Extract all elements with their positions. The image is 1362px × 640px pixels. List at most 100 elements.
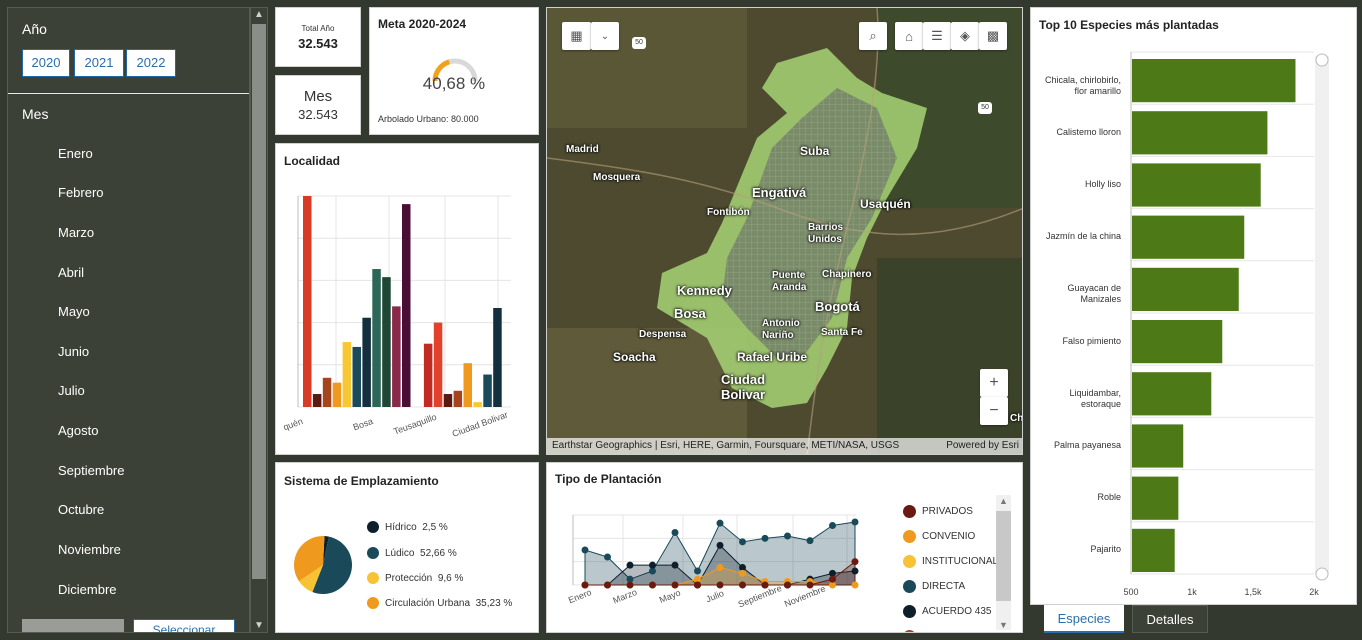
area-point <box>671 529 679 536</box>
x-tick-label: Ciudad Bolivar <box>451 409 509 438</box>
area-point <box>604 581 611 589</box>
qr-icon[interactable]: ▩ <box>979 22 1007 50</box>
month-item[interactable]: Mayo <box>58 304 90 319</box>
area-point <box>671 581 679 589</box>
area-point <box>739 538 746 546</box>
scroll-down-icon[interactable]: ▼ <box>254 620 264 631</box>
year-2022-button[interactable]: 2022 <box>126 49 176 77</box>
month-kpi-card: Mes 32.543 <box>275 75 361 135</box>
plantacion-chart: Enero Marzo Mayo Julio Septiembre Noviembre <box>567 514 859 609</box>
x-tick-label: Julio <box>704 588 725 604</box>
tab-detalles[interactable]: Detalles <box>1132 605 1208 633</box>
select-button[interactable]: Seleccionar <box>133 619 235 632</box>
month-item[interactable]: Noviembre <box>58 542 121 557</box>
road-shield: 50 <box>632 37 646 49</box>
month-kpi-label: Mes <box>303 88 333 105</box>
legend-item[interactable]: ACUERDO 435 <box>903 605 991 618</box>
especie-bar <box>1132 476 1179 520</box>
especie-label: Chicala, chirlobirlo, flor amarillo <box>1044 74 1121 96</box>
area-point <box>784 581 791 589</box>
year-2020-button[interactable]: 2020 <box>22 49 70 77</box>
layers-icon[interactable]: ◈ <box>951 22 979 50</box>
legend-scroll-thumb[interactable] <box>996 511 1011 601</box>
x-tick-label: quén <box>282 416 304 432</box>
map-label: Antonio Nariño <box>762 318 800 341</box>
emplazamiento-card: Sistema de Emplazamiento Hídrico 2,5 % L… <box>275 462 539 633</box>
area-point <box>851 581 859 589</box>
localidad-bar <box>463 363 472 407</box>
legend-value: 35,23 % <box>475 597 513 609</box>
legend-dot <box>367 597 379 609</box>
map-attribution-bar: Earthstar Geographics | Esri, HERE, Garm… <box>547 438 1022 454</box>
home-icon[interactable]: ⌂ <box>895 22 923 50</box>
especie-bar <box>1132 320 1223 364</box>
localidad-title: Localidad <box>284 154 341 168</box>
pie-slice <box>298 565 323 592</box>
emplazamiento-title: Sistema de Emplazamiento <box>284 474 439 488</box>
localidad-chart: quén Bosa Teusaquillo Ciudad Bolivar <box>282 195 511 439</box>
legend-dot <box>903 505 916 518</box>
x-tick-label: Bosa <box>352 416 375 432</box>
month-item[interactable]: Octubre <box>58 502 105 517</box>
road-shield: 50 <box>978 102 992 114</box>
scroll-up-icon[interactable]: ▲ <box>999 496 1008 506</box>
zoom-out-icon[interactable]: − <box>980 397 1008 425</box>
search-icon[interactable]: ⌕ <box>859 22 887 50</box>
area-point <box>806 537 814 545</box>
especie-label: Liquidambar, estoraque <box>1069 387 1121 409</box>
localidad-bar <box>322 377 332 407</box>
map-label: Bogotá <box>815 299 860 314</box>
year-2021-button[interactable]: 2021 <box>74 49 124 77</box>
chevron-down-icon[interactable]: ⌄ <box>591 22 619 50</box>
legend-dot <box>367 521 379 533</box>
area-point <box>716 541 724 549</box>
localidad-bar <box>483 374 492 407</box>
clear-button[interactable] <box>22 619 124 632</box>
month-item[interactable]: Abril <box>58 265 85 280</box>
legend-item[interactable]: DIRECTA <box>903 580 965 593</box>
map-view[interactable]: Suba Madrid Mosquera Engativá Usaquén Fo… <box>546 7 1023 455</box>
legend-item[interactable]: INSTITUCIONAL <box>903 555 998 568</box>
powered-by[interactable]: Powered by Esri <box>946 440 1019 451</box>
zoom-in-icon[interactable]: + <box>980 369 1008 397</box>
map-label: Puente Aranda <box>772 270 807 293</box>
legend-item: Protección 9,6 % <box>367 572 463 584</box>
month-item[interactable]: Marzo <box>58 225 95 240</box>
basemap-icon[interactable]: ▦ <box>562 22 591 50</box>
legend-item[interactable]: PRIVADOS <box>903 505 973 518</box>
legend-item: Circulación Urbana 35,23 % <box>367 597 512 609</box>
plantacion-card: Tipo de Plantación Enero Marzo Mayo Julio Se… <box>546 462 1023 633</box>
map-imagery <box>547 8 1022 454</box>
map-label: Despensa <box>639 329 687 340</box>
area-point <box>829 522 836 529</box>
month-item[interactable]: Febrero <box>58 185 104 200</box>
year-title: Año <box>22 21 47 37</box>
month-item[interactable]: Agosto <box>58 423 99 438</box>
x-tick-label: Marzo <box>611 587 638 606</box>
localidad-bar <box>382 277 391 407</box>
area-point <box>604 553 611 561</box>
meta-title: Meta 2020-2024 <box>378 17 467 31</box>
area-point <box>829 569 836 577</box>
especie-label: Guayacan de Manizales <box>1067 283 1121 305</box>
area-point <box>694 567 701 575</box>
meta-footer: Arbolado Urbano: 80.000 <box>378 114 479 124</box>
month-item[interactable]: Diciembre <box>58 582 117 597</box>
area-point <box>716 519 724 527</box>
scroll-up-icon[interactable]: ▲ <box>254 9 264 20</box>
divider <box>8 93 249 94</box>
scrollbar-thumb[interactable] <box>252 24 266 579</box>
area-point <box>829 575 836 583</box>
x-tick-label: 1,5k <box>1244 587 1262 597</box>
legend-item[interactable]: CONVENIO <box>903 530 975 543</box>
area-point <box>761 534 769 542</box>
month-item[interactable]: Enero <box>58 146 93 161</box>
month-item[interactable]: Junio <box>58 344 90 359</box>
especie-bar <box>1132 424 1184 468</box>
tab-especies[interactable]: Especies <box>1044 605 1124 633</box>
month-item[interactable]: Septiembre <box>58 463 125 478</box>
scroll-down-icon[interactable]: ▼ <box>999 620 1008 630</box>
month-item[interactable]: Julio <box>58 383 85 398</box>
list-icon[interactable]: ☰ <box>923 22 951 50</box>
localidad-bar <box>493 307 502 407</box>
